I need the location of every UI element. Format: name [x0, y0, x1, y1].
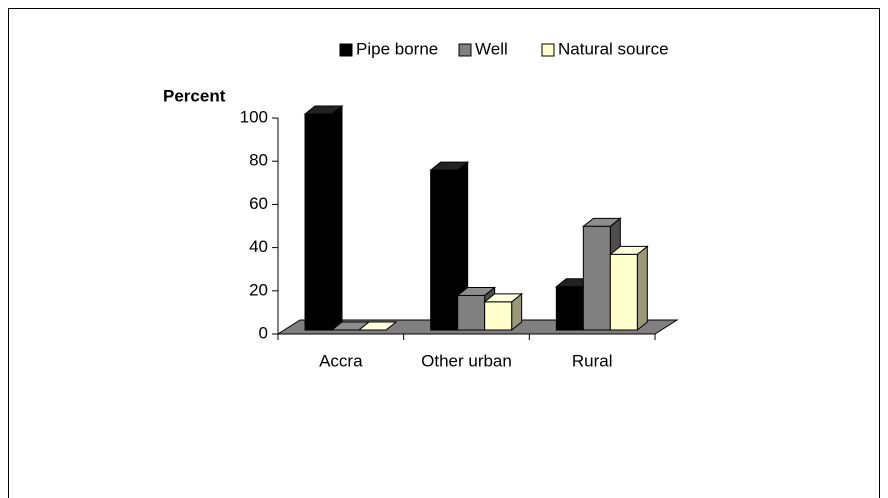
legend-swatch [541, 43, 555, 57]
legend-swatch [339, 43, 353, 57]
bar-front [582, 225, 611, 331]
legend-swatch [458, 43, 472, 57]
y-tick-label: 20 [249, 280, 268, 299]
bar-front [430, 169, 459, 331]
y-tick-label: 40 [249, 237, 268, 256]
bar [608, 245, 649, 332]
bar-front [304, 113, 333, 331]
bar [357, 321, 398, 331]
bar-front [457, 294, 486, 331]
bar-front [609, 253, 638, 331]
bar [483, 292, 524, 332]
y-axis-label: Percent [163, 86, 226, 105]
x-tick-label: Other urban [421, 351, 512, 370]
bar-top [357, 321, 398, 331]
legend-label: Well [475, 39, 508, 58]
bar-side [636, 245, 648, 332]
y-tick-label: 100 [240, 107, 268, 126]
bar-front [484, 301, 513, 331]
legend-label: Natural source [558, 39, 669, 58]
legend-label: Pipe borne [356, 39, 438, 58]
x-tick-label: Accra [319, 351, 363, 370]
bar-side [331, 104, 343, 332]
y-tick-label: 0 [259, 323, 268, 342]
bar-front [555, 286, 584, 331]
bar [303, 104, 344, 332]
y-tick-label: 60 [249, 194, 268, 213]
bar [429, 161, 470, 332]
y-tick-label: 80 [249, 151, 268, 170]
x-tick-label: Rural [572, 351, 613, 370]
